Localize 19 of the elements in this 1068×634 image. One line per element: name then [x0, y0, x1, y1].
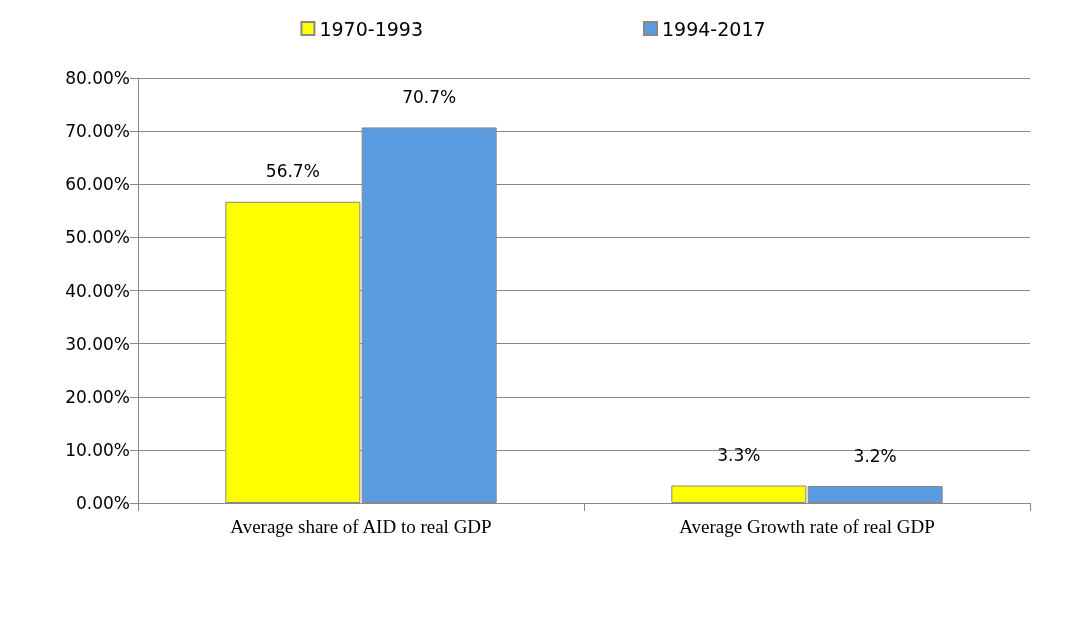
bar	[807, 486, 943, 503]
data-label: 70.7%	[402, 86, 457, 107]
x-tick-label: Average Growth rate of real GDP	[679, 516, 935, 537]
y-tick-label: 20.00%	[65, 386, 130, 407]
bar	[671, 485, 807, 503]
data-label: 3.3%	[717, 444, 761, 465]
y-tick-label: 60.00%	[65, 174, 130, 195]
y-tick-label: 0.00%	[75, 493, 130, 513]
legend-label: 1970-1993	[319, 17, 424, 40]
legend-label: 1994-2017	[662, 17, 766, 40]
y-tick-label: 80.00%	[65, 68, 130, 88]
y-tick-label: 30.00%	[65, 333, 130, 354]
y-tick-label: 50.00%	[65, 227, 130, 248]
y-tick-label: 10.00%	[65, 439, 130, 460]
data-label: 56.7%	[265, 161, 320, 182]
y-tick-label: 70.00%	[65, 121, 130, 142]
data-label: 3.2%	[853, 445, 897, 466]
x-tick-label: Average share of AID to real GDP	[230, 516, 492, 537]
y-tick-label: 40.00%	[65, 280, 130, 301]
